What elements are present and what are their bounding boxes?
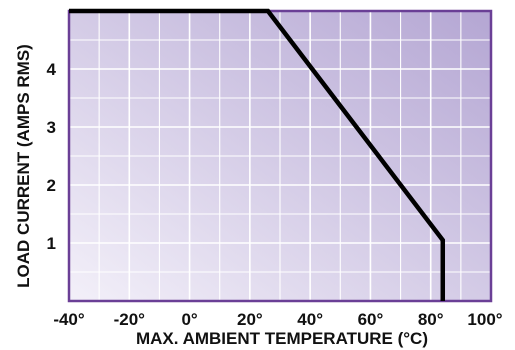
y-tick-label: 3: [47, 118, 56, 137]
series-layer: [69, 8, 446, 301]
x-tick-label: -40°: [53, 310, 85, 329]
y-tick-label: 1: [47, 234, 56, 253]
major-gridlines: [69, 11, 491, 301]
y-tick-label: 4: [47, 60, 57, 79]
plot-frame: [67, 9, 493, 303]
x-tick-label: 100°: [467, 310, 502, 329]
x-tick-label: 40°: [297, 310, 323, 329]
y-tick-labels: 1 2 3 4: [47, 60, 57, 253]
x-axis-title: MAX. AMBIENT TEMPERATURE (°C): [136, 329, 428, 348]
x-tick-label: 80°: [418, 310, 444, 329]
y-tick-label: 2: [47, 176, 56, 195]
x-tick-label: 0°: [181, 310, 197, 329]
x-tick-label: 20°: [237, 310, 263, 329]
x-tick-label: -20°: [114, 310, 146, 329]
minor-gridlines: [69, 11, 491, 301]
x-tick-labels: -40° -20° 0° 20° 40° 60° 80° 100°: [53, 310, 502, 329]
y-axis-title: LOAD CURRENT (AMPS RMS): [14, 44, 33, 288]
x-tick-label: 60°: [358, 310, 384, 329]
series-line-1: [69, 8, 446, 301]
